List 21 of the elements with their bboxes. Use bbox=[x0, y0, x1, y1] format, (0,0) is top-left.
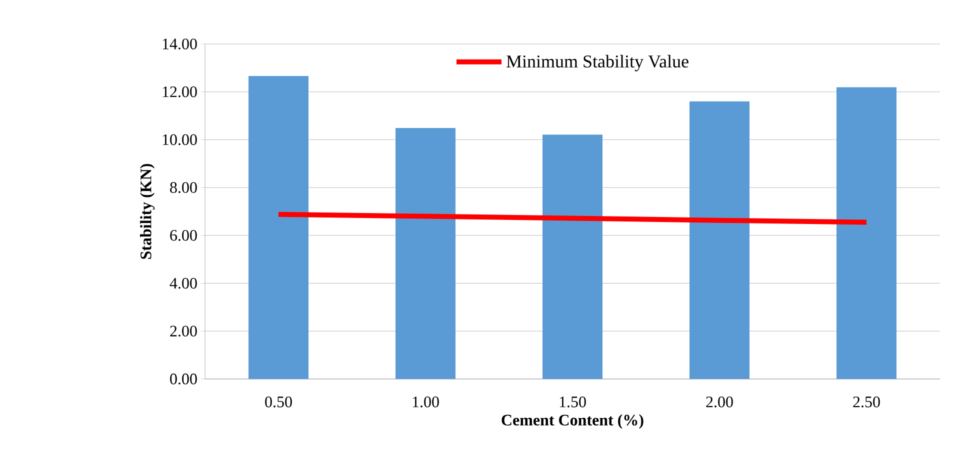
y-tick-label: 0.00 bbox=[170, 374, 197, 384]
y-axis-title: Stability (KN) bbox=[140, 164, 155, 259]
y-tick-label: 8.00 bbox=[170, 182, 197, 193]
x-tick-label: 1.50 bbox=[560, 396, 586, 408]
y-tick-label: 2.00 bbox=[170, 326, 197, 337]
x-tick-label: 2.50 bbox=[853, 396, 880, 408]
y-tick-label: 12.00 bbox=[162, 86, 197, 98]
y-tick-label: 10.00 bbox=[162, 134, 197, 146]
bar bbox=[689, 101, 750, 379]
x-tick-label: 1.00 bbox=[412, 396, 439, 408]
x-tick-label: 2.00 bbox=[706, 396, 733, 408]
bar bbox=[836, 87, 896, 379]
y-tick-label: 4.00 bbox=[170, 278, 197, 289]
x-tick-label: 0.50 bbox=[265, 396, 292, 408]
bar bbox=[542, 134, 602, 379]
bar bbox=[248, 76, 309, 379]
x-axis-title: Cement Content (%) bbox=[502, 414, 644, 429]
y-tick-label: 6.00 bbox=[170, 230, 197, 241]
y-tick-label: 14.00 bbox=[162, 38, 197, 50]
legend-label: Minimum Stability Value bbox=[506, 54, 688, 72]
bar bbox=[396, 128, 456, 379]
